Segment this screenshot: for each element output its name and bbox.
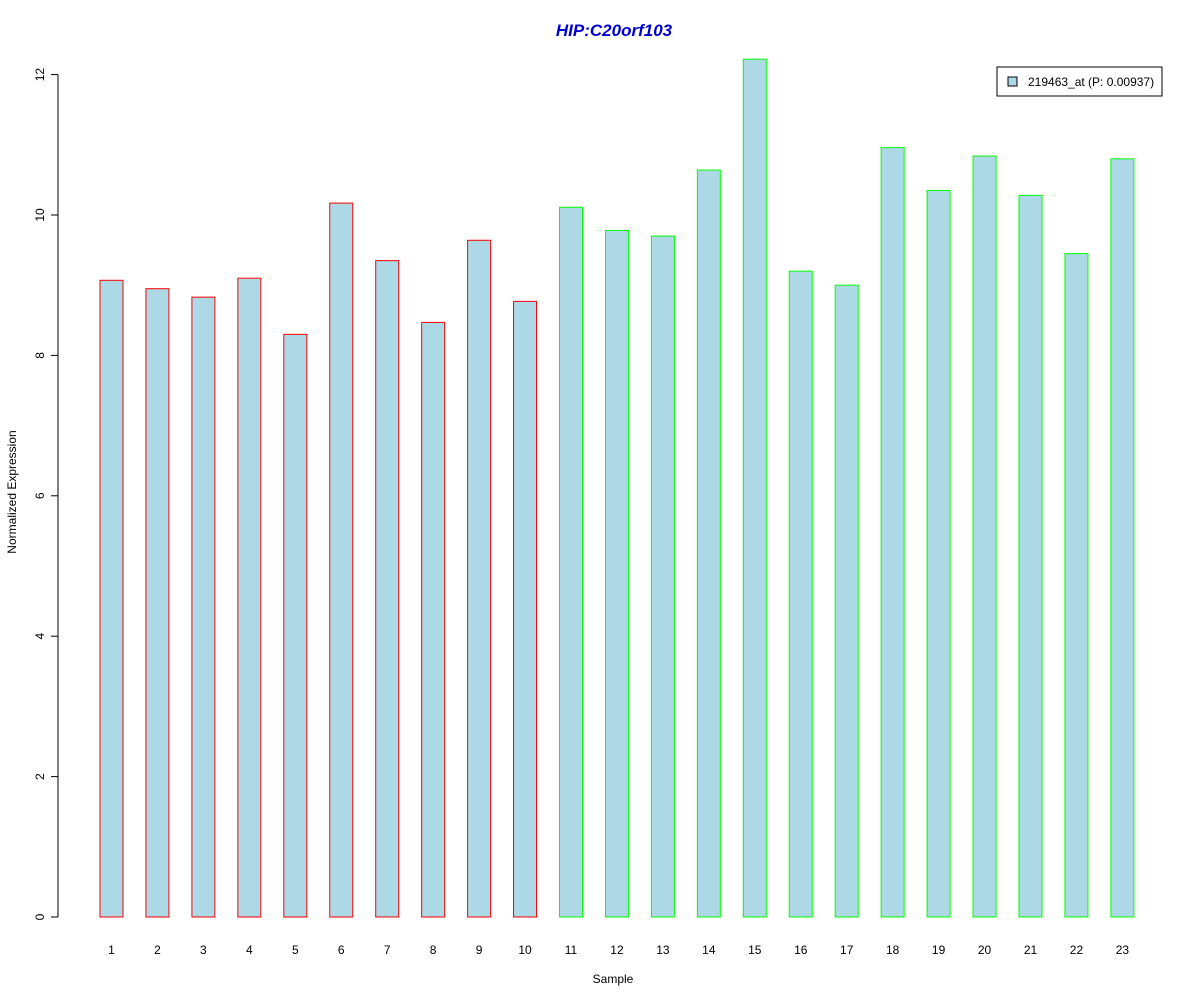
x-tick-label: 10 xyxy=(518,943,532,957)
bar-20 xyxy=(972,155,997,918)
bar-5 xyxy=(283,333,308,918)
bar-22 xyxy=(1064,253,1089,918)
bar-6 xyxy=(329,202,354,918)
x-tick-label: 6 xyxy=(338,943,345,957)
x-tick-label: 13 xyxy=(656,943,670,957)
x-tick-label: 14 xyxy=(702,943,716,957)
bar-16 xyxy=(788,270,813,918)
y-tick-label: 0 xyxy=(33,913,47,920)
bar-3 xyxy=(191,296,216,918)
x-tick-label: 16 xyxy=(794,943,808,957)
legend: 219463_at (P: 0.00937) xyxy=(996,66,1163,97)
x-tick-label: 12 xyxy=(610,943,624,957)
y-tick-label: 8 xyxy=(33,352,47,359)
x-tick-label: 15 xyxy=(748,943,762,957)
x-tick-labels: 1 2 3 4 5 6 7 8 9 10 11 12 13 14 15 16 17 18 19 20 21 22 23 xyxy=(108,943,1129,957)
y-tick-label: 6 xyxy=(33,492,47,499)
bar-1 xyxy=(99,279,124,918)
x-tick-label: 5 xyxy=(292,943,299,957)
x-tick-label: 20 xyxy=(978,943,992,957)
bar-23 xyxy=(1110,158,1135,918)
x-tick-label: 4 xyxy=(246,943,253,957)
bar-7 xyxy=(375,260,400,918)
x-tick-label: 18 xyxy=(886,943,900,957)
y-tick-label: 2 xyxy=(33,773,47,780)
bar-10 xyxy=(513,300,538,918)
x-tick-label: 1 xyxy=(108,943,115,957)
legend-label: 219463_at (P: 0.00937) xyxy=(1028,75,1154,89)
y-axis: 0 2 4 6 8 10 12 xyxy=(33,68,59,920)
x-tick-label: 3 xyxy=(200,943,207,957)
bar-14 xyxy=(696,169,721,918)
x-tick-label: 11 xyxy=(565,943,578,957)
bar-19 xyxy=(926,189,951,918)
bar-17 xyxy=(834,284,859,918)
bar-11 xyxy=(559,206,583,918)
x-axis-title: Sample xyxy=(593,972,634,986)
x-tick-label: 2 xyxy=(154,943,161,957)
x-tick-label: 8 xyxy=(430,943,437,957)
chart-title: HIP:C20orf103 xyxy=(556,21,673,40)
x-tick-label: 21 xyxy=(1024,943,1038,957)
x-tick-label: 23 xyxy=(1116,943,1130,957)
bar-8 xyxy=(421,321,446,918)
x-tick-label: 19 xyxy=(932,943,946,957)
bar-2 xyxy=(145,288,170,918)
y-tick-label: 12 xyxy=(33,68,47,82)
x-tick-label: 7 xyxy=(384,943,391,957)
legend-box xyxy=(996,66,1163,97)
x-tick-label: 17 xyxy=(840,943,854,957)
bar-18 xyxy=(880,147,905,918)
bars xyxy=(99,58,1135,918)
bar-13 xyxy=(650,235,675,918)
x-tick-label: 9 xyxy=(476,943,483,957)
legend-swatch xyxy=(1007,76,1018,87)
y-tick-label: 10 xyxy=(33,208,47,222)
bar-9 xyxy=(467,239,492,918)
bar-15 xyxy=(742,58,767,918)
x-tick-label: 22 xyxy=(1070,943,1084,957)
y-tick-label: 4 xyxy=(33,633,47,640)
bar-12 xyxy=(604,229,629,918)
bar-21 xyxy=(1018,194,1043,918)
bar-4 xyxy=(237,277,262,918)
y-axis-title: Normalized Expression xyxy=(5,430,19,553)
